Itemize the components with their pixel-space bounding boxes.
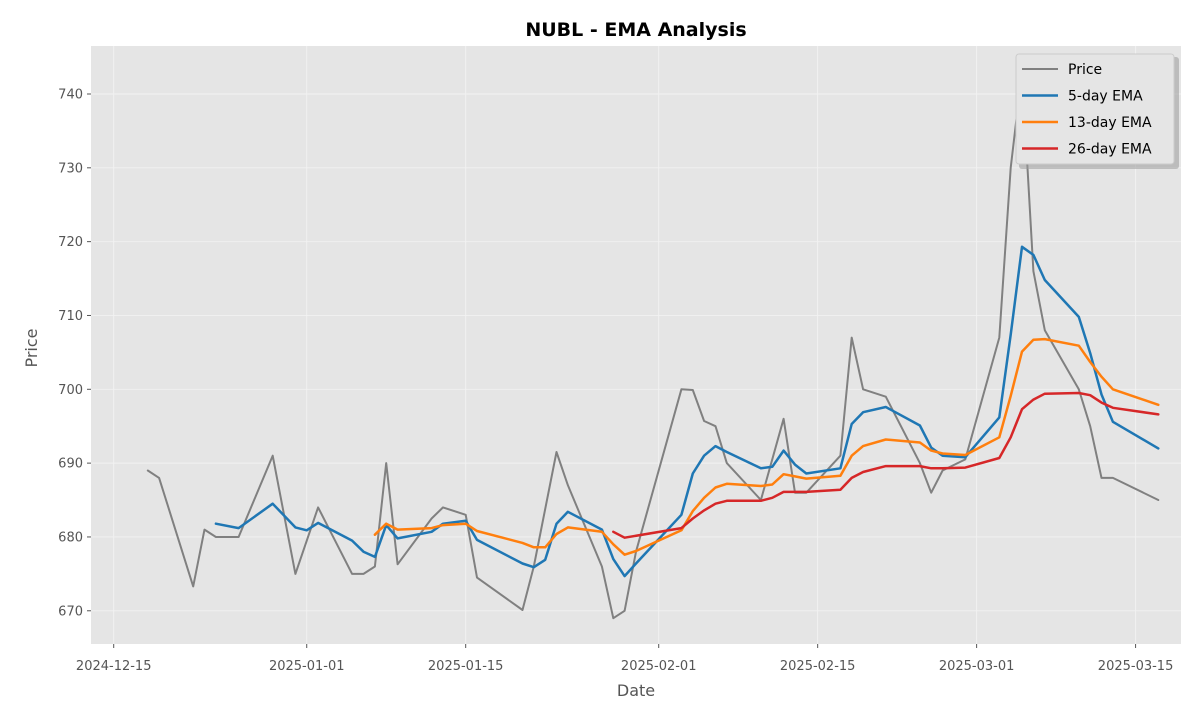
x-tick-label: 2025-02-01 (621, 659, 697, 674)
series-lines (146, 70, 1160, 620)
y-tick-label: 710 (58, 309, 83, 324)
y-tick-label: 730 (58, 161, 83, 176)
x-tick-label: 2025-02-15 (780, 659, 856, 674)
series-line-13-day-ema (373, 337, 1160, 556)
x-tick-label: 2024-12-15 (76, 659, 152, 674)
legend: Price 5-day EMA 13-day EMA 26-day EMA (1015, 53, 1179, 169)
chart-title: NUBL - EMA Analysis (525, 19, 746, 41)
series-line-price (146, 70, 1160, 620)
grid-lines (91, 46, 1181, 644)
x-tick-label: 2025-03-15 (1098, 659, 1174, 674)
legend-entry-label: 5-day EMA (1068, 89, 1143, 105)
x-axis-label: Date (617, 681, 655, 700)
x-tick-label: 2025-01-15 (428, 659, 504, 674)
y-tick-label: 690 (58, 457, 83, 472)
y-axis-ticks: 670 680 690 700 710 720 730 740 (58, 87, 91, 619)
legend-entry-label: Price (1068, 62, 1102, 78)
x-tick-label: 2025-03-01 (939, 659, 1015, 674)
series-line-26-day-ema (612, 391, 1160, 539)
series-line-5-day-ema (214, 245, 1160, 578)
y-tick-label: 700 (58, 383, 83, 398)
y-tick-label: 680 (58, 530, 83, 545)
y-tick-label: 740 (58, 87, 83, 102)
y-axis-label: Price (22, 328, 41, 367)
legend-entry-label: 26-day EMA (1068, 142, 1152, 158)
legend-box (1015, 53, 1175, 165)
y-tick-label: 670 (58, 604, 83, 619)
x-axis-ticks: 2024-12-15 2025-01-01 2025-01-15 2025-02-01… (76, 644, 1173, 674)
plot-area (91, 46, 1181, 644)
legend-entry-label: 13-day EMA (1068, 115, 1152, 131)
y-tick-label: 720 (58, 235, 83, 250)
x-tick-label: 2025-01-01 (269, 659, 345, 674)
